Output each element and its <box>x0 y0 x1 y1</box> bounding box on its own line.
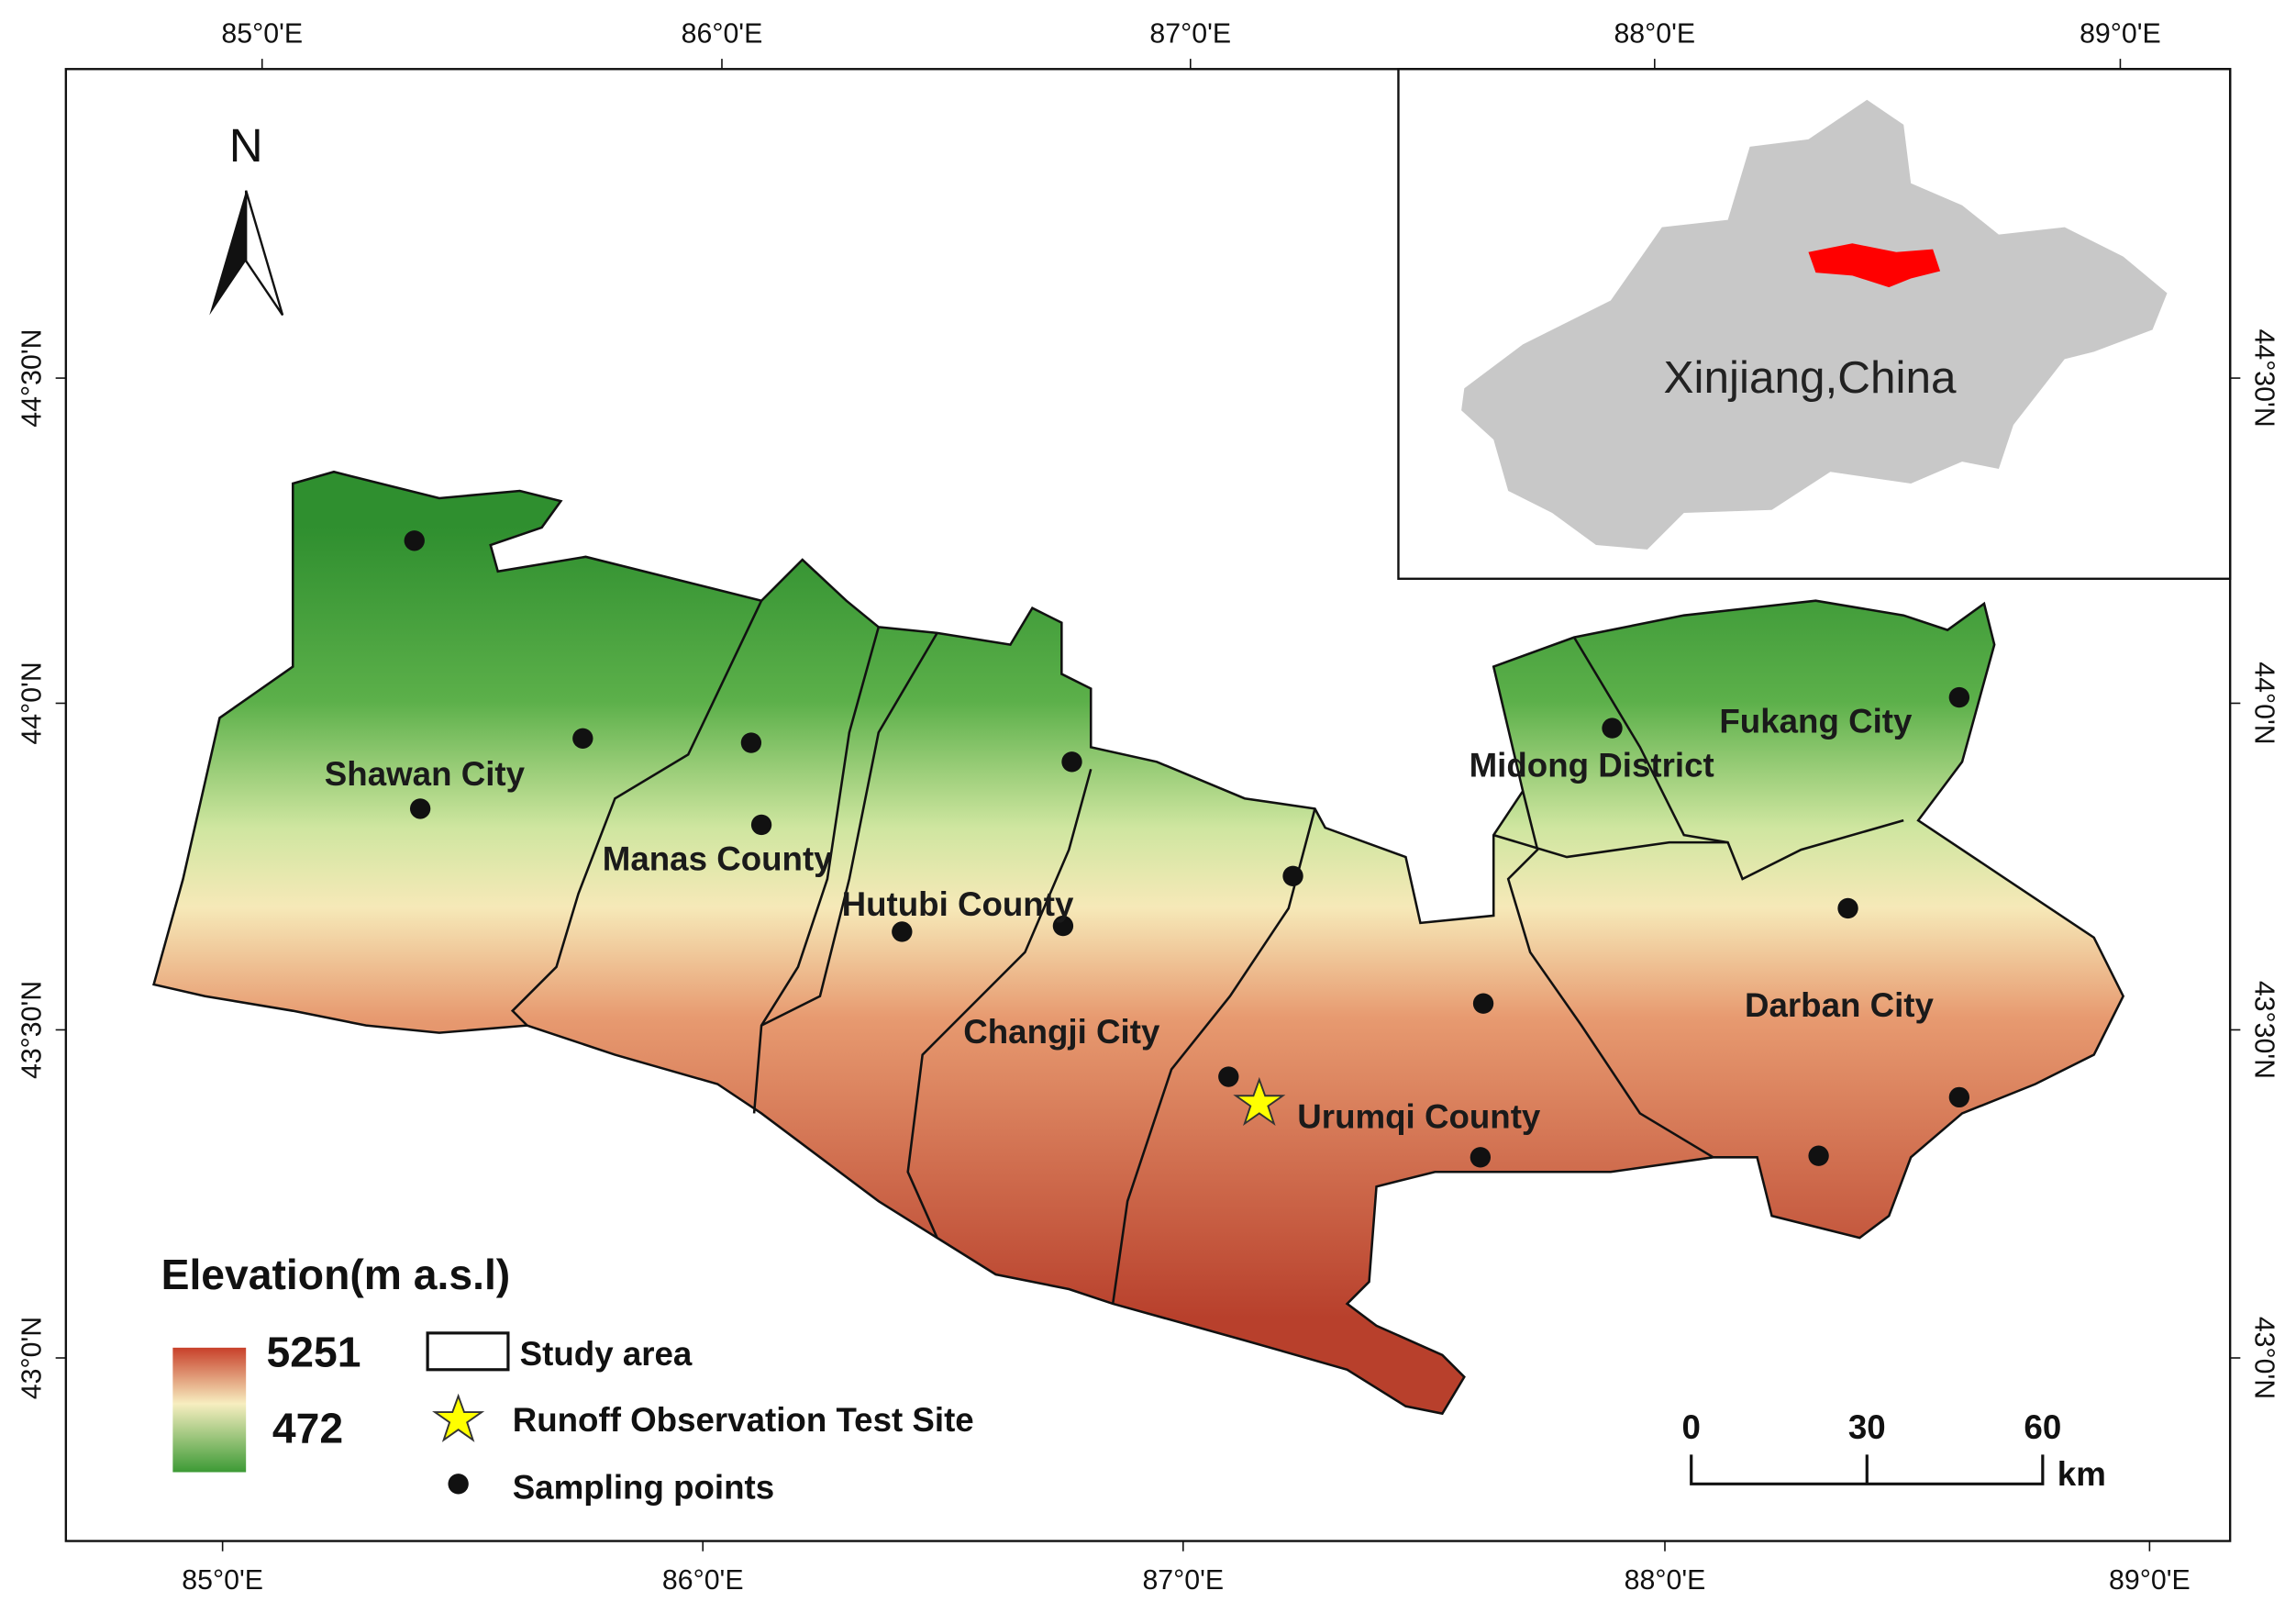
scale-label: 30 <box>1848 1408 1886 1446</box>
runoff-site <box>1233 1076 1286 1127</box>
sampling-point <box>1472 993 1494 1014</box>
county-boundary <box>1506 790 1714 1159</box>
sampling-point <box>572 728 593 749</box>
study-area-inset <box>1808 243 1941 288</box>
place-label: Manas County <box>603 840 833 877</box>
xinjiang-outline <box>1461 99 2168 550</box>
lat-label-right: 43°0'N <box>2248 1317 2279 1399</box>
place-label: Hutubi County <box>842 885 1074 923</box>
lat-label-left: 43°30'N <box>17 981 48 1079</box>
county-boundary <box>752 627 881 1114</box>
sampling-points <box>404 530 1970 1168</box>
lon-label-bottom: 85°0'E <box>182 1565 263 1596</box>
lon-label-top: 88°0'E <box>1614 19 1695 50</box>
sampling-point <box>1282 865 1303 886</box>
sampling-point <box>1218 1066 1239 1087</box>
lon-label-bottom: 88°0'E <box>1625 1565 1706 1596</box>
place-label: Darban City <box>1745 986 1935 1024</box>
lat-label-right: 44°0'N <box>2248 662 2279 744</box>
place-label: Fukang City <box>1719 702 1913 740</box>
sampling-point <box>409 798 431 819</box>
scale-label: 0 <box>1682 1408 1701 1446</box>
sampling-point <box>1052 915 1074 937</box>
north-arrow <box>244 190 284 317</box>
lat-label-left: 44°30'N <box>17 328 48 427</box>
legend-swatch <box>432 1393 485 1442</box>
inset-label: Xinjiang,China <box>1664 352 1957 403</box>
sampling-point <box>1470 1147 1492 1168</box>
lon-label-top: 86°0'E <box>682 19 763 50</box>
sampling-point <box>404 530 425 551</box>
county-boundary <box>906 768 1093 1239</box>
lat-label-left: 44°0'N <box>17 662 48 744</box>
sampling-point <box>1948 686 1970 708</box>
sampling-point <box>892 921 913 942</box>
lon-label-bottom: 87°0'E <box>1142 1565 1224 1596</box>
sampling-point <box>1061 751 1082 773</box>
county-boundary <box>510 600 763 1027</box>
legend-label: Study area <box>520 1335 693 1373</box>
lat-label-left: 43°0'N <box>17 1317 48 1399</box>
place-label: Shawan City <box>325 755 526 793</box>
legend-max: 5251 <box>267 1329 361 1376</box>
place-label: Changji City <box>963 1013 1160 1051</box>
north-label: N <box>229 119 263 172</box>
legend-ramp <box>172 1347 247 1473</box>
sampling-point <box>1948 1086 1970 1108</box>
lon-label-top: 89°0'E <box>2080 19 2161 50</box>
legend-swatch <box>426 1331 510 1372</box>
county-boundary <box>1111 808 1316 1305</box>
sampling-point <box>740 732 762 753</box>
legend-label: Runoff Observation Test Site <box>513 1401 974 1439</box>
legend-min: 472 <box>272 1405 343 1452</box>
legend-label: Sampling points <box>513 1468 774 1506</box>
scale-label: 60 <box>2024 1408 2061 1446</box>
lon-label-top: 85°0'E <box>221 19 303 50</box>
sampling-point <box>1837 897 1858 919</box>
place-label: Midong District <box>1470 746 1714 784</box>
legend-title: Elevation(m a.s.l) <box>161 1251 511 1298</box>
scale-unit: km <box>2058 1455 2106 1493</box>
graticule-labels: 85°0'E 86°0'E 87°0'E 88°0'E 89°0'E 85°0'E 86°0… <box>17 19 2279 1596</box>
county-boundary <box>1492 833 1728 859</box>
sampling-point <box>1808 1145 1829 1166</box>
place-label: Urumqi County <box>1297 1097 1541 1135</box>
study-area <box>152 470 2125 1416</box>
sampling-point <box>1602 718 1623 739</box>
scale-bar <box>1690 1454 2045 1485</box>
lon-label-top: 87°0'E <box>1149 19 1231 50</box>
lat-label-right: 44°30'N <box>2248 328 2279 427</box>
sampling-point <box>750 814 772 836</box>
lat-label-right: 43°30'N <box>2248 981 2279 1079</box>
legend-swatch <box>448 1474 469 1495</box>
lon-label-bottom: 86°0'E <box>662 1565 744 1596</box>
lon-label-bottom: 89°0'E <box>2109 1565 2191 1596</box>
county-boundary <box>760 632 938 1027</box>
